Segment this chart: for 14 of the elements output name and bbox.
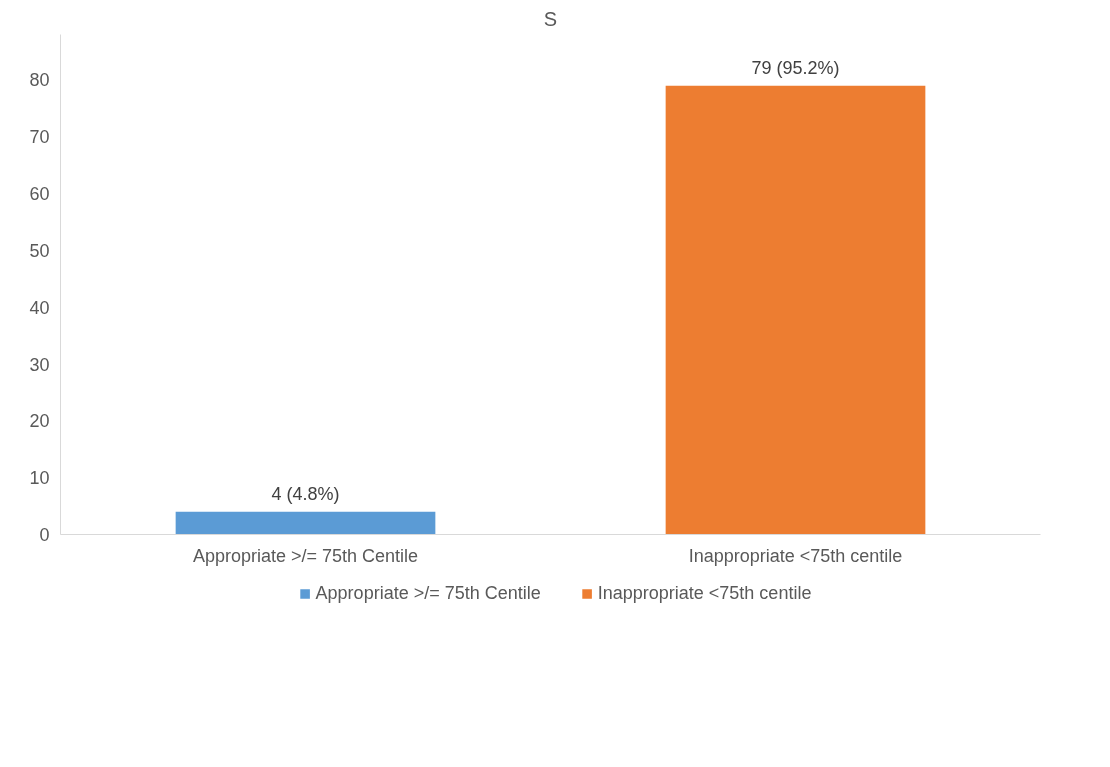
data-label: 4 (4.8%) (271, 483, 340, 504)
y-tick-label: 40 (29, 297, 50, 318)
y-tick-label: 30 (29, 354, 50, 375)
chart-title: S (543, 7, 558, 30)
y-tick-label: 60 (29, 184, 50, 205)
legend-label: Inappropriate <75th centile (597, 582, 812, 604)
y-tick-label: 50 (29, 240, 50, 261)
legend-label: Appropriate >/= 75th Centile (315, 582, 541, 604)
y-tick-label: 0 (39, 525, 50, 545)
y-tick-label: 10 (29, 468, 50, 489)
y-tick-label: 70 (29, 127, 50, 148)
data-label: 79 (95.2%) (751, 57, 840, 78)
y-tick-label: 20 (29, 411, 50, 432)
y-tick-label: 80 (29, 70, 50, 91)
